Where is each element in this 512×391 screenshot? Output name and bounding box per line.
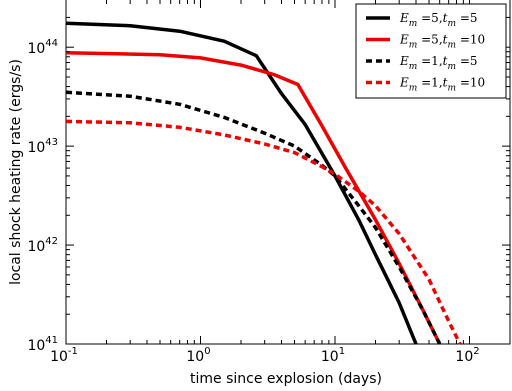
legend-entry-label: Em =5,tm =5 bbox=[399, 11, 478, 29]
legend-entry-label: Em =5,tm =10 bbox=[399, 33, 485, 51]
legend: Em =5,tm =5 Em =5,tm =10 Em =1,tm =5 Em =1,… bbox=[355, 3, 507, 99]
x-tick-label: 102 bbox=[455, 346, 479, 365]
series-line-1 bbox=[65, 21, 418, 345]
y-tick-label: 1044 bbox=[27, 38, 58, 57]
x-tick-label: 10-1 bbox=[50, 346, 78, 365]
series-line-3 bbox=[65, 90, 442, 345]
y-axis-label: local shock heating rate (ergs/s) bbox=[8, 59, 24, 285]
plot-area-border bbox=[65, 0, 511, 345]
series-layer bbox=[65, 21, 462, 345]
legend-entry-label: Em =1,tm =10 bbox=[399, 76, 485, 94]
tick-labels: 10-1 100 101 102 1041 1042 1043 1044 bbox=[27, 38, 479, 365]
x-axis-label: time since explosion (days) bbox=[190, 371, 382, 387]
y-tick-label: 1042 bbox=[27, 236, 58, 255]
plot-frame bbox=[65, 0, 511, 345]
x-tick-label: 100 bbox=[186, 346, 210, 365]
legend-entry-label: Em =1,tm =5 bbox=[399, 54, 478, 72]
series-line-4 bbox=[65, 119, 462, 345]
x-tick-label: 101 bbox=[321, 346, 345, 365]
y-tick-label: 1041 bbox=[27, 335, 58, 354]
y-tick-label: 1043 bbox=[27, 137, 58, 156]
